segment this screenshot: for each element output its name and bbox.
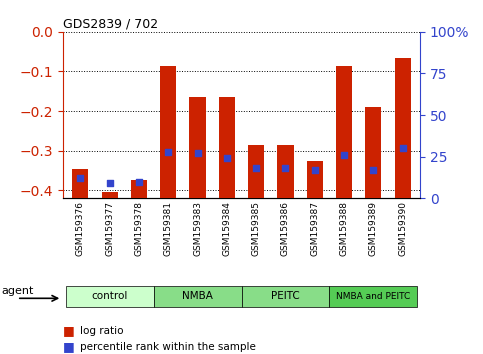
Text: agent: agent xyxy=(1,286,34,296)
Point xyxy=(399,145,407,151)
Text: ■: ■ xyxy=(63,325,74,337)
Text: GDS2839 / 702: GDS2839 / 702 xyxy=(63,18,158,31)
Bar xyxy=(336,65,352,198)
Text: percentile rank within the sample: percentile rank within the sample xyxy=(80,342,256,352)
FancyBboxPatch shape xyxy=(242,286,329,307)
Text: control: control xyxy=(91,291,128,302)
FancyBboxPatch shape xyxy=(154,286,242,307)
Point xyxy=(164,149,172,154)
Point xyxy=(194,150,201,156)
Bar xyxy=(189,97,206,198)
Point xyxy=(106,181,114,186)
Point xyxy=(135,179,143,184)
Point xyxy=(223,155,231,161)
Bar xyxy=(219,97,235,198)
Bar xyxy=(307,161,323,198)
Point xyxy=(340,152,348,158)
FancyBboxPatch shape xyxy=(66,286,154,307)
Text: NMBA: NMBA xyxy=(182,291,213,302)
Bar xyxy=(131,181,147,198)
Bar xyxy=(395,58,411,198)
Text: log ratio: log ratio xyxy=(80,326,123,336)
Point xyxy=(369,167,377,173)
Bar xyxy=(277,145,294,198)
Text: ■: ■ xyxy=(63,341,74,353)
Bar xyxy=(160,65,176,198)
Bar xyxy=(101,192,118,198)
Bar xyxy=(72,169,88,198)
Bar xyxy=(248,145,264,198)
Bar xyxy=(365,107,382,198)
Text: NMBA and PEITC: NMBA and PEITC xyxy=(336,292,411,301)
FancyBboxPatch shape xyxy=(329,286,417,307)
Point xyxy=(76,176,84,181)
Point xyxy=(252,165,260,171)
Point xyxy=(311,167,319,173)
Text: PEITC: PEITC xyxy=(271,291,300,302)
Point xyxy=(282,165,289,171)
